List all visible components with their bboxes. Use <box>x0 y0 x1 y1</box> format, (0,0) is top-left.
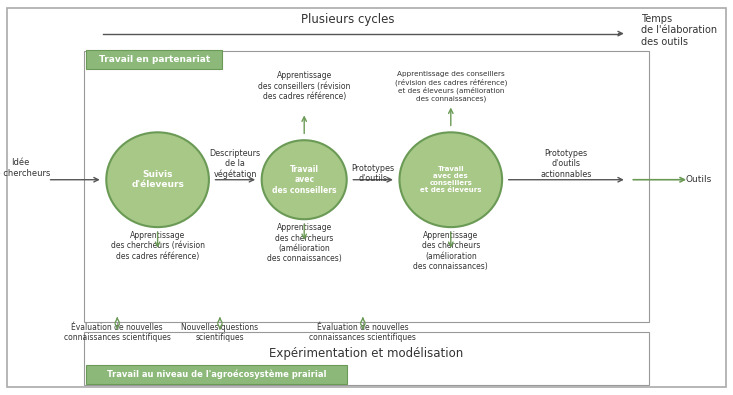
Bar <box>86 50 222 69</box>
Text: Travail
avec des
conseillers
et des éleveurs: Travail avec des conseillers et des élev… <box>420 166 482 193</box>
Text: Apprentissage
des conseillers (révision
des cadres référence): Apprentissage des conseillers (révision … <box>258 71 350 101</box>
Text: Apprentissage
des chercheurs
(amélioration
des connaissances): Apprentissage des chercheurs (améliorati… <box>413 231 488 271</box>
Text: Prototypes
d'outils: Prototypes d'outils <box>352 164 394 184</box>
Bar <box>84 332 649 385</box>
Text: Évaluation de nouvelles
connaissances scientifiques: Évaluation de nouvelles connaissances sc… <box>309 323 416 342</box>
Text: Travail
avec
des conseillers: Travail avec des conseillers <box>272 165 336 195</box>
Text: Apprentissage
des chercheurs (révision
des cadres référence): Apprentissage des chercheurs (révision d… <box>111 231 205 261</box>
Text: Apprentissage
des chercheurs
(amélioration
des connaissances): Apprentissage des chercheurs (améliorati… <box>267 223 342 263</box>
Text: Nouvelles questions
scientifiques: Nouvelles questions scientifiques <box>181 323 259 342</box>
Text: Travail au niveau de l'agroécosystème prairial: Travail au niveau de l'agroécosystème pr… <box>107 370 326 379</box>
Text: Descripteurs
de la
végétation: Descripteurs de la végétation <box>210 149 261 179</box>
Text: Plusieurs cycles: Plusieurs cycles <box>301 13 395 26</box>
Text: Apprentissage des conseillers
(révision des cadres référence)
et des éleveurs (a: Apprentissage des conseillers (révision … <box>394 71 507 102</box>
Ellipse shape <box>399 132 502 227</box>
Text: Expérimentation et modélisation: Expérimentation et modélisation <box>269 347 464 360</box>
Text: Travail en partenariat: Travail en partenariat <box>99 55 210 64</box>
Ellipse shape <box>106 132 209 227</box>
Bar <box>86 365 347 384</box>
Text: Outils: Outils <box>685 175 712 184</box>
Text: Temps
de l'élaboration
des outils: Temps de l'élaboration des outils <box>641 14 718 47</box>
Text: Prototypes
d'outils
actionnables: Prototypes d'outils actionnables <box>540 149 592 179</box>
Bar <box>84 51 649 322</box>
Text: Idée
de chercheurs: Idée de chercheurs <box>0 158 51 178</box>
Text: Suivis
d'éleveurs: Suivis d'éleveurs <box>131 170 184 190</box>
Text: Évaluation de nouvelles
connaissances scientifiques: Évaluation de nouvelles connaissances sc… <box>64 323 171 342</box>
Ellipse shape <box>262 140 347 219</box>
